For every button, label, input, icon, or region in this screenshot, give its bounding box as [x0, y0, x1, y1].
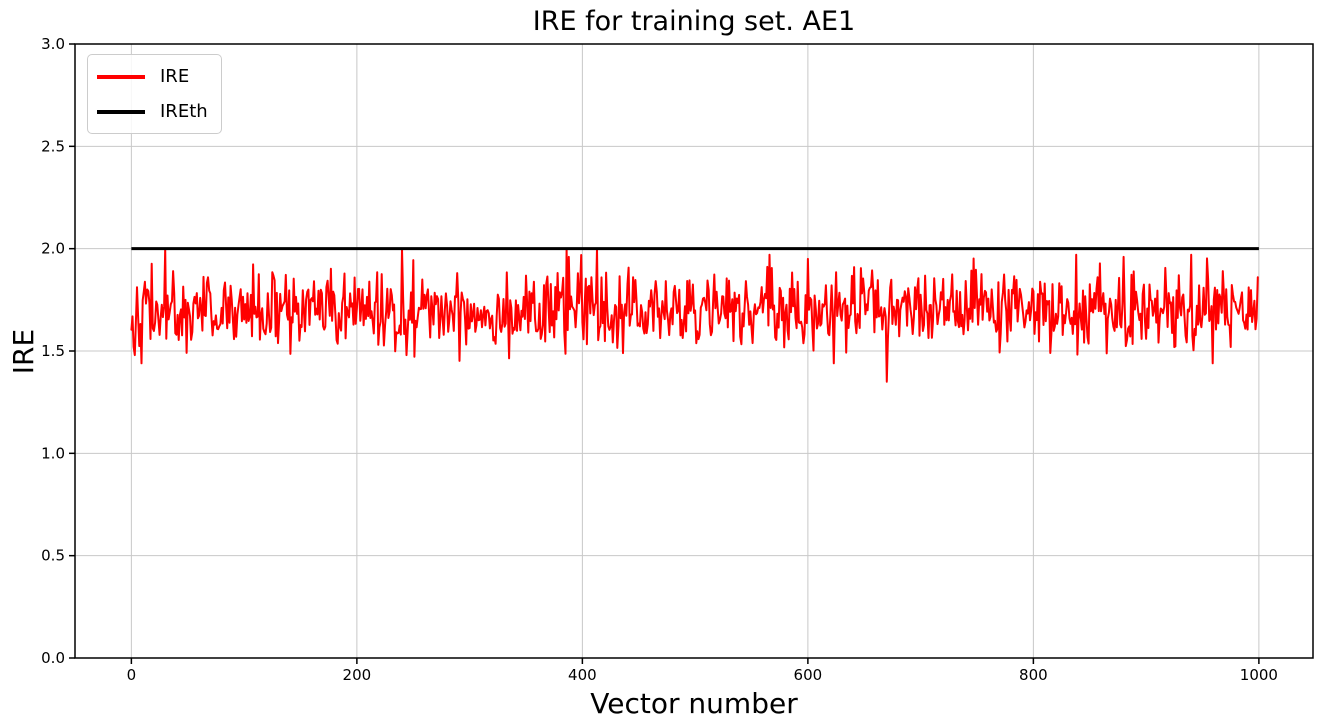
y-tick-label: 0.5 [41, 547, 65, 565]
legend-label-ireth: IREth [160, 101, 208, 122]
legend-line-sample-ireth [97, 109, 145, 114]
y-tick-label: 1.5 [41, 342, 65, 360]
x-tick-label: 200 [343, 666, 372, 684]
legend: IRE IREth [87, 54, 222, 134]
y-tick-label: 1.0 [41, 444, 65, 462]
x-tick-label: 0 [127, 666, 137, 684]
y-tick-label: 2.5 [41, 137, 65, 155]
x-axis-label: Vector number [590, 687, 798, 720]
x-tick-label: 800 [1019, 666, 1048, 684]
chart-title: IRE for training set. AE1 [532, 6, 856, 37]
y-tick-label: 2.0 [41, 240, 65, 258]
x-tick-label: 600 [794, 666, 823, 684]
series-line-ire [130, 247, 1259, 383]
x-tick-label: 1000 [1240, 666, 1278, 684]
legend-label-ire: IRE [160, 66, 190, 87]
legend-entry-ire: IRE [97, 64, 208, 89]
x-tick-label: 400 [568, 666, 597, 684]
y-tick-label: 0.0 [41, 649, 65, 667]
y-tick-label: 3.0 [41, 35, 65, 53]
legend-entry-ireth: IREth [97, 99, 208, 124]
legend-line-sample-ire [97, 74, 145, 79]
